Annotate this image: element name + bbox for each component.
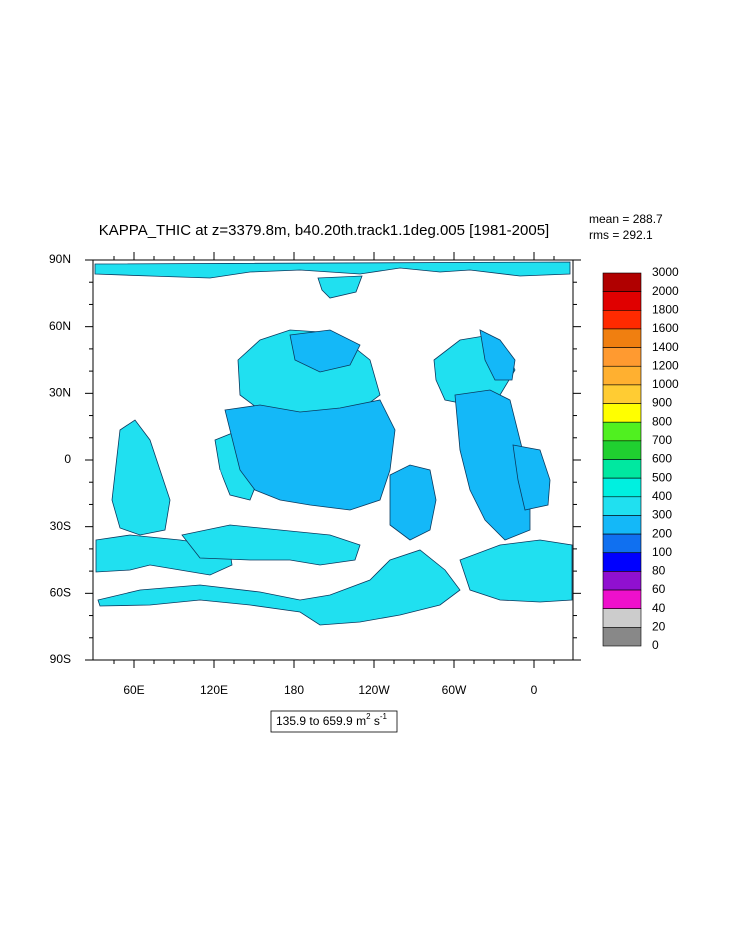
range-text: 135.9 to 659.9 m — [276, 714, 366, 728]
colorbar-box — [602, 421, 642, 442]
colorbar-label: 300 — [652, 508, 672, 522]
lon-label: 60E — [123, 683, 144, 697]
colorbar-label: 80 — [652, 564, 666, 578]
range-label: 135.9 to 659.9 m2 s-1 — [276, 712, 388, 728]
colorbar-box — [602, 515, 642, 535]
lon-label: 0 — [531, 683, 538, 697]
colorbar-box — [602, 533, 642, 554]
range-exp: 2 — [366, 712, 371, 721]
colorbar-label: 800 — [652, 414, 672, 428]
lon-label: 120W — [358, 683, 390, 697]
colorbar-label: 100 — [652, 545, 672, 559]
lat-label: 90N — [49, 252, 71, 266]
colorbar-label: 3000 — [652, 265, 679, 279]
colorbar-box — [602, 272, 642, 292]
colorbar-box — [602, 589, 642, 609]
colorbar-label: 60 — [652, 582, 666, 596]
colorbar-box — [602, 459, 642, 479]
lon-label: 120E — [200, 683, 228, 697]
lat-label: 30N — [49, 386, 71, 400]
colorbar-box — [602, 552, 642, 572]
colorbar-box — [602, 477, 642, 498]
colorbar-label: 0 — [652, 638, 659, 652]
lat-label: 60S — [50, 586, 71, 600]
colorbar-box — [602, 384, 642, 404]
colorbar-label: 200 — [652, 526, 672, 540]
range-box — [270, 710, 398, 733]
colorbar-box — [602, 291, 642, 311]
colorbar-label: 1400 — [652, 340, 679, 354]
colorbar-label: 1000 — [652, 377, 679, 391]
colorbar-label: 2000 — [652, 284, 679, 298]
colorbar-label: 700 — [652, 433, 672, 447]
title: KAPPA_THIC at z=3379.8m, b40.20th.track1… — [99, 222, 549, 239]
lon-label: 180 — [284, 683, 304, 697]
colorbar-box — [602, 347, 642, 367]
mean-stat: mean = 288.7 — [589, 212, 663, 226]
colorbar-label: 1800 — [652, 302, 679, 316]
colorbar-box — [602, 571, 642, 591]
lat-label: 30S — [50, 519, 71, 533]
range-text: s — [371, 714, 380, 728]
map — [94, 261, 573, 626]
colorbar-label: 40 — [652, 601, 666, 615]
rms-stat: rms = 292.1 — [589, 228, 653, 242]
lat-label: 90S — [50, 652, 71, 666]
range-exp: -1 — [380, 712, 388, 721]
colorbar-label: 20 — [652, 620, 666, 634]
colorbar-box — [602, 365, 642, 386]
colorbar-label: 1600 — [652, 321, 679, 335]
lat-label: 60N — [49, 319, 71, 333]
colorbar-label: 1200 — [652, 358, 679, 372]
colorbar-box — [602, 608, 642, 628]
colorbar-box — [602, 627, 642, 647]
lon-label: 60W — [442, 683, 467, 697]
colorbar-box — [602, 309, 642, 330]
colorbar-label: 600 — [652, 452, 672, 466]
colorbar: 3000200018001600140012001000900800700600… — [602, 265, 679, 652]
colorbar-label: 400 — [652, 489, 672, 503]
colorbar-box — [602, 496, 642, 516]
colorbar-box — [602, 328, 642, 348]
colorbar-label: 900 — [652, 396, 672, 410]
lat-label: 0 — [64, 452, 71, 466]
colorbar-box — [602, 440, 642, 460]
colorbar-label: 500 — [652, 470, 672, 484]
colorbar-box — [602, 403, 642, 423]
